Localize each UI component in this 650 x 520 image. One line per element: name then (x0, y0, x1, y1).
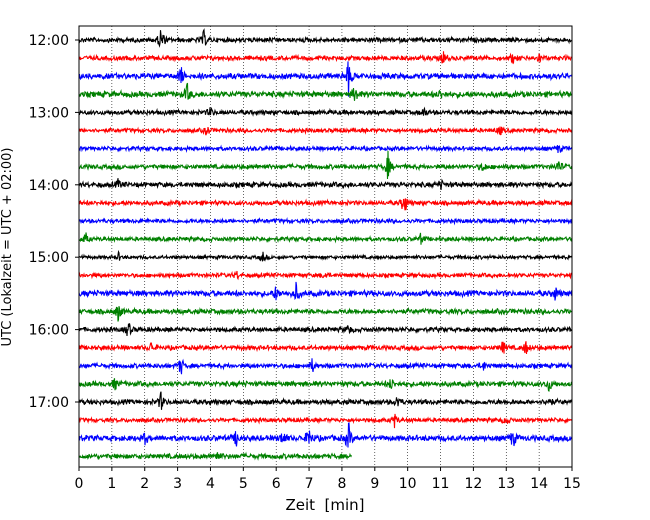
y-tick-label-5: 17:00 (29, 395, 69, 411)
trace-1315 (78, 126, 573, 136)
x-tick-label-4: 4 (206, 476, 215, 492)
trace-1730 (78, 422, 573, 448)
trace-1500 (78, 249, 573, 262)
y-axis-label: UTC (Lokalzeit = UTC + 02:00) (0, 148, 15, 347)
trace-1400 (78, 178, 573, 191)
trace-1530 (78, 281, 573, 301)
trace-1715 (78, 413, 573, 429)
trace-1300 (78, 106, 573, 117)
x-axis-ticks: 0 1 2 3 4 5 6 7 8 9 10 11 12 13 14 15 (75, 467, 581, 492)
x-tick-label-10: 10 (399, 476, 417, 492)
trace-1445 (78, 232, 573, 245)
trace-1645 (78, 378, 573, 392)
trace-1545 (78, 306, 573, 322)
trace-1345 (78, 150, 573, 180)
x-tick-label-11: 11 (432, 476, 450, 492)
x-tick-label-13: 13 (497, 476, 515, 492)
y-tick-label-1: 13:00 (29, 105, 69, 121)
trace-1245 (78, 82, 573, 101)
y-tick-label-0: 12:00 (29, 33, 69, 49)
trace-1700 (78, 391, 573, 410)
x-tick-label-6: 6 (272, 476, 281, 492)
x-tick-label-15: 15 (563, 476, 581, 492)
trace-1415 (78, 198, 573, 211)
x-tick-label-5: 5 (239, 476, 248, 492)
trace-1630 (78, 358, 573, 375)
trace-1600 (78, 323, 573, 336)
y-tick-label-4: 16:00 (29, 323, 69, 339)
trace-1200 (78, 28, 573, 48)
x-tick-label-2: 2 (140, 476, 149, 492)
x-tick-label-7: 7 (305, 476, 314, 492)
trace-1230 (78, 61, 573, 97)
seismic-traces (78, 28, 573, 461)
plot-frame (78, 25, 573, 468)
x-tick-label-1: 1 (107, 476, 116, 492)
trace-1215 (78, 51, 573, 65)
x-tick-label-0: 0 (75, 476, 84, 492)
trace-1745 (78, 451, 353, 461)
x-tick-label-9: 9 (370, 476, 379, 492)
y-tick-label-3: 15:00 (29, 250, 69, 266)
trace-1515 (78, 270, 573, 281)
trace-1430 (78, 217, 573, 226)
x-axis-label: Zeit [min] (285, 496, 364, 514)
x-tick-label-12: 12 (464, 476, 482, 492)
trace-1615 (78, 341, 573, 355)
x-tick-label-3: 3 (173, 476, 182, 492)
y-tick-label-2: 14:00 (29, 178, 69, 194)
y-axis-ticks: 12:00 13:00 14:00 15:00 16:00 17:00 (29, 33, 79, 411)
trace-1330 (78, 144, 573, 154)
x-tick-label-8: 8 (337, 476, 346, 492)
x-tick-label-14: 14 (530, 476, 548, 492)
